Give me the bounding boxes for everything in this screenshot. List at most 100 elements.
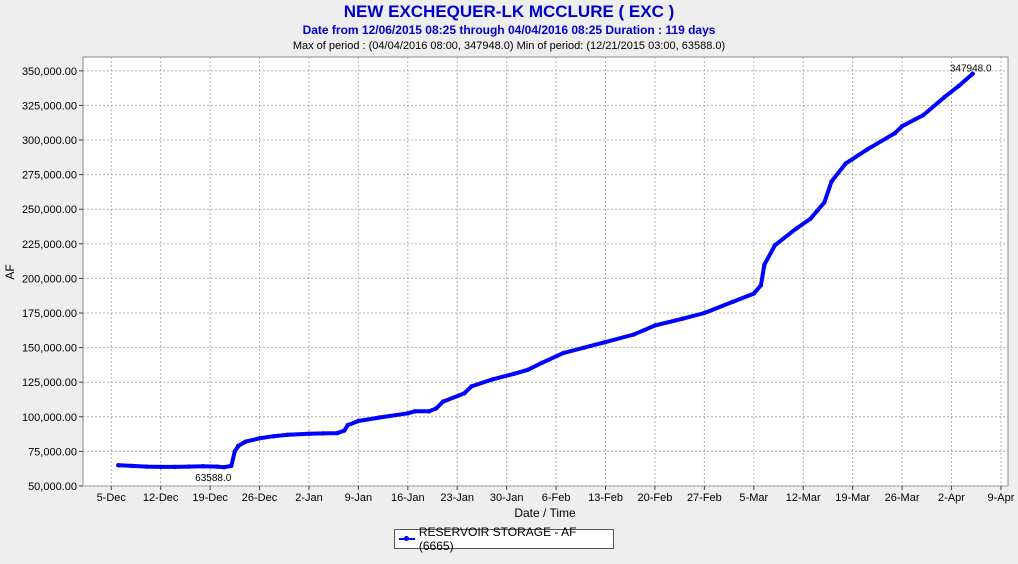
plot-area <box>82 56 1009 487</box>
data-point <box>652 323 658 328</box>
data-point <box>751 291 756 296</box>
chart-title: NEW EXCHEQUER-LK MCCLURE ( EXC ) <box>343 2 675 21</box>
data-point <box>603 339 608 345</box>
legend-label: RESERVOIR STORAGE - AF (6665) <box>418 525 577 553</box>
data-point <box>377 415 382 420</box>
data-point <box>843 161 848 166</box>
y-tick-label: 75,000.00 <box>28 446 77 458</box>
chart-period-summary: Max of period : (04/04/2016 08:00, 34794… <box>292 40 726 52</box>
data-point <box>539 360 545 365</box>
data-point <box>236 443 241 449</box>
data-point <box>229 463 234 469</box>
data-point <box>345 422 350 428</box>
data-point <box>306 431 312 436</box>
x-tick-label: 9-Apr <box>987 492 1014 504</box>
y-tick-label: 200,000.00 <box>22 273 77 285</box>
data-point <box>730 299 735 305</box>
data-point <box>511 371 516 377</box>
data-point <box>822 200 827 205</box>
x-tick-label: 16-Jan <box>391 492 425 504</box>
data-point <box>921 112 926 118</box>
x-tick-label: 26-Mar <box>885 492 920 504</box>
y-tick-label: 300,000.00 <box>22 135 77 147</box>
x-tick-label: 26-Dec <box>242 492 278 504</box>
y-tick-label: 125,000.00 <box>22 377 77 389</box>
x-tick-label: 19-Dec <box>192 492 228 504</box>
data-point <box>631 332 636 337</box>
x-tick-label: 5-Mar <box>739 492 768 504</box>
data-point <box>970 71 975 76</box>
data-label: 347948.0 <box>950 64 992 75</box>
annotations: 63588.0 347948.0 <box>195 64 992 485</box>
data-point <box>356 418 361 424</box>
data-point <box>892 130 898 136</box>
x-axis-ticks: 5-Dec 12-Dec 19-Dec 26-Dec 2-Jan 9-Jan 16-Jan 2… <box>97 486 1015 504</box>
y-tick-label: 175,000.00 <box>22 308 77 320</box>
data-label: 63588.0 <box>195 473 232 484</box>
data-point <box>772 243 778 248</box>
data-point <box>829 179 834 184</box>
data-point <box>864 147 869 152</box>
y-tick-label: 100,000.00 <box>22 412 77 424</box>
data-point <box>172 464 177 470</box>
chart-subtitle: Date from 12/06/2015 08:25 through 04/04… <box>302 23 716 37</box>
data-point <box>186 464 192 469</box>
x-tick-label: 30-Jan <box>490 492 524 504</box>
x-tick-label: 20-Feb <box>638 492 673 504</box>
data-point <box>257 436 262 441</box>
x-tick-label: 2-Jan <box>295 492 323 504</box>
y-tick-label: 150,000.00 <box>22 343 77 355</box>
series-layer <box>116 71 975 470</box>
data-point <box>815 208 820 213</box>
data-point <box>942 94 947 100</box>
x-axis-label: Date / Time <box>514 506 576 520</box>
data-point <box>956 83 961 89</box>
data-point <box>232 449 237 454</box>
y-axis-ticks: 50,000.00 75,000.00 100,000.00 125,000.00 15… <box>22 66 83 493</box>
data-point <box>433 406 439 411</box>
data-point <box>426 409 432 414</box>
data-point <box>130 463 135 469</box>
x-tick-label: 23-Jan <box>440 492 474 504</box>
data-point <box>158 464 163 470</box>
data-point <box>582 345 587 350</box>
data-point <box>681 316 686 321</box>
data-point <box>462 391 467 396</box>
y-tick-label: 225,000.00 <box>22 239 77 251</box>
y-tick-label: 50,000.00 <box>28 481 77 493</box>
x-tick-label: 19-Mar <box>835 492 870 504</box>
y-tick-label: 350,000.00 <box>22 66 77 78</box>
x-tick-label: 2-Apr <box>938 492 965 504</box>
x-tick-label: 9-Jan <box>345 492 373 504</box>
x-tick-label: 12-Dec <box>143 492 179 504</box>
y-tick-label: 275,000.00 <box>22 170 77 182</box>
data-point <box>490 377 495 382</box>
data-point <box>794 226 799 231</box>
data-point <box>440 399 446 404</box>
y-tick-label: 250,000.00 <box>22 204 77 216</box>
data-point <box>412 409 418 414</box>
data-point <box>116 463 121 468</box>
data-point <box>335 430 340 436</box>
x-tick-label: 6-Feb <box>542 492 571 504</box>
data-point <box>525 367 530 372</box>
data-point <box>271 434 276 439</box>
x-tick-label: 12-Mar <box>786 492 821 504</box>
data-point <box>285 432 290 437</box>
data-point <box>215 464 220 469</box>
data-point <box>899 124 905 129</box>
data-point <box>243 439 248 444</box>
data-point <box>144 464 149 469</box>
y-axis-label: AF <box>3 264 17 279</box>
data-point <box>702 310 707 316</box>
data-point <box>222 465 227 470</box>
data-point <box>758 283 764 288</box>
data-point <box>200 464 206 469</box>
data-point <box>320 431 326 436</box>
data-point <box>469 384 474 389</box>
y-tick-label: 325,000.00 <box>22 100 77 112</box>
grid-lines <box>83 57 1008 487</box>
data-point <box>561 350 566 356</box>
x-tick-label: 13-Feb <box>588 492 623 504</box>
